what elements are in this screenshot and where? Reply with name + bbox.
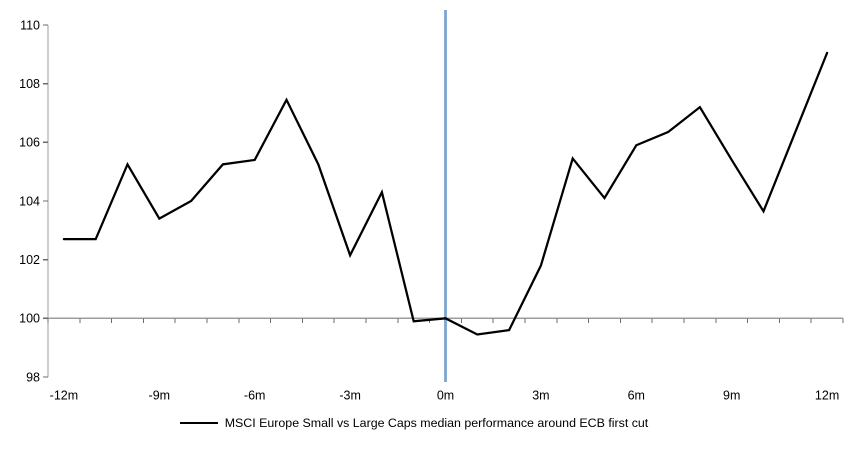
legend-label: MSCI Europe Small vs Large Caps median p… <box>224 416 649 430</box>
x-tick-label: -3m <box>339 389 361 403</box>
y-tick-label: 110 <box>20 18 40 32</box>
x-tick-label: 12m <box>815 389 839 403</box>
y-tick-label: 104 <box>19 194 40 208</box>
legend: MSCI Europe Small vs Large Caps median p… <box>0 416 840 430</box>
performance-series-line <box>62 51 829 336</box>
y-tick-label: 98 <box>26 370 40 384</box>
x-tick-label: -6m <box>244 389 266 403</box>
legend-line-swatch <box>179 422 218 424</box>
x-tick-label: 0m <box>437 389 454 403</box>
x-tick-label: -9m <box>149 389 171 403</box>
x-tick-label: -12m <box>50 389 78 403</box>
x-tick-label: 3m <box>532 389 549 403</box>
y-tick-label: 108 <box>19 77 40 91</box>
y-tick-label: 102 <box>19 253 40 267</box>
x-tick-label: 9m <box>723 389 740 403</box>
x-tick-label: 6m <box>628 389 645 403</box>
y-tick-label: 106 <box>19 136 40 150</box>
y-tick-label: 100 <box>19 312 40 326</box>
